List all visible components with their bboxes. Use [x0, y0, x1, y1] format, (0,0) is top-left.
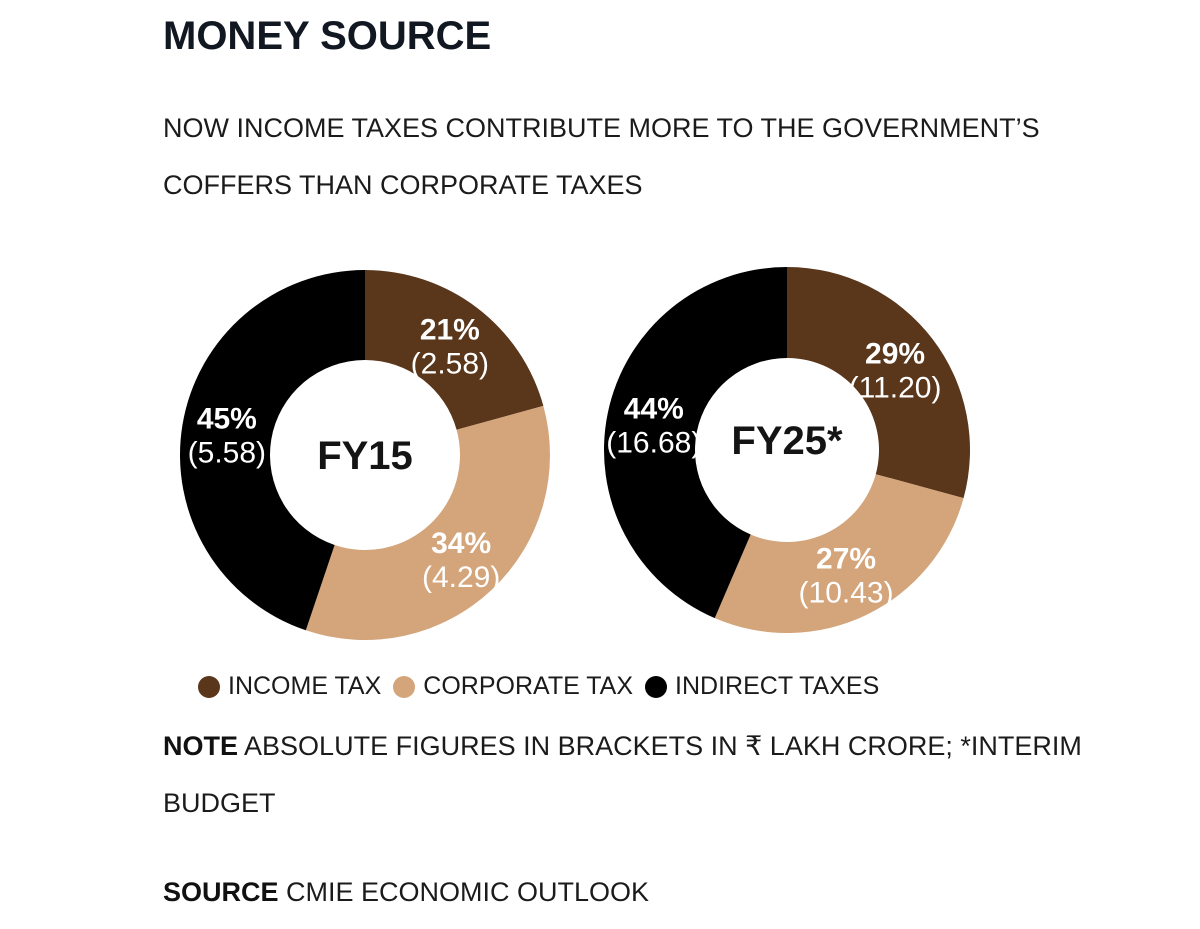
slice-percent: 44% — [624, 393, 684, 426]
legend-item-corporate-tax: CORPORATE TAX — [393, 672, 633, 701]
donut-center-label: FY25* — [731, 419, 843, 463]
legend-item-indirect-taxes: INDIRECT TAXES — [645, 672, 879, 701]
donut-chart-fy15: 21% (2.58) 34% (4.29) 45% (5.58) FY15 — [179, 270, 551, 641]
slice-percent: 34% — [431, 527, 491, 560]
legend-label: INCOME TAX — [228, 672, 382, 700]
slice-income-tax — [365, 270, 544, 430]
slice-label-corporate-tax: 34% (4.29) — [422, 527, 500, 594]
slice-label-indirect-taxes: 44% (16.68) — [606, 393, 701, 460]
slice-percent: 29% — [865, 337, 925, 370]
source-label: SOURCE — [163, 877, 279, 907]
legend-dot-corporate-tax — [393, 675, 416, 698]
legend: INCOME TAX CORPORATE TAX INDIRECT TAXES — [198, 672, 891, 701]
footnote: NOTE ABSOLUTE FIGURES IN BRACKETS IN ₹ L… — [163, 718, 1123, 832]
slice-label-income-tax: 21% (2.58) — [411, 314, 489, 381]
slice-amount: (16.68) — [606, 427, 701, 460]
slice-corporate-tax — [305, 405, 551, 641]
chart-title: MONEY SOURCE — [163, 14, 492, 58]
slice-amount: (2.58) — [411, 348, 489, 381]
slice-percent: 21% — [420, 314, 480, 347]
donut-center-label: FY15 — [317, 434, 413, 478]
slice-amount: (11.20) — [849, 371, 942, 404]
slice-indirect-taxes — [603, 267, 787, 619]
slice-label-corporate-tax: 27% (10.43) — [799, 542, 894, 609]
note-label: NOTE — [163, 731, 239, 761]
slice-label-income-tax: 29% (11.20) — [849, 337, 942, 404]
slice-amount: (4.29) — [422, 561, 500, 594]
slice-corporate-tax — [714, 474, 964, 634]
legend-dot-income-tax — [198, 675, 220, 698]
slice-label-indirect-taxes: 45% (5.58) — [188, 402, 266, 469]
legend-label: CORPORATE TAX — [423, 672, 634, 700]
note-text: ABSOLUTE FIGURES IN BRACKETS IN ₹ LAKH C… — [163, 731, 1082, 818]
legend-dot-indirect-taxes — [645, 675, 668, 698]
donut-chart-fy25: 29% (11.20) 27% (10.43) 44% (16.68) FY25* — [603, 267, 970, 634]
slice-income-tax — [787, 267, 970, 499]
slice-percent: 45% — [197, 402, 257, 435]
source-text: CMIE ECONOMIC OUTLOOK — [278, 877, 650, 907]
source-line: SOURCE CMIE ECONOMIC OUTLOOK — [163, 864, 649, 921]
slice-amount: (5.58) — [188, 436, 266, 469]
legend-label: INDIRECT TAXES — [675, 672, 880, 700]
legend-item-income-tax: INCOME TAX — [198, 672, 381, 701]
slice-indirect-taxes — [179, 270, 365, 631]
slice-amount: (10.43) — [799, 576, 894, 609]
chart-subtitle: NOW INCOME TAXES CONTRIBUTE MORE TO THE … — [163, 113, 1040, 200]
slice-percent: 27% — [816, 542, 876, 575]
